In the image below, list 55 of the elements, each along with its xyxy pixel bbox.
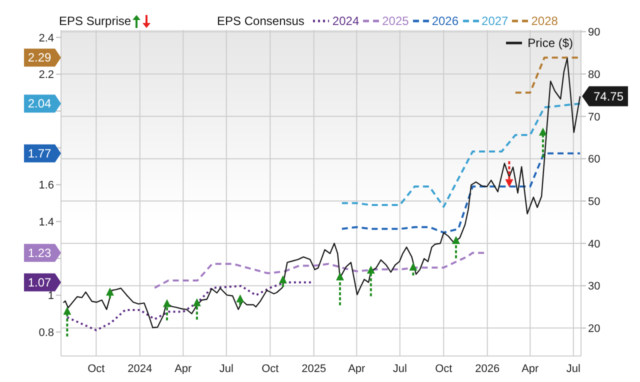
data-label: 74.75 [593, 89, 624, 104]
y-tick-label: 1 [48, 290, 54, 302]
y2-tick-label: 80 [588, 68, 600, 81]
point [452, 236, 460, 244]
point [236, 294, 244, 302]
y2-tick-label: 90 [588, 26, 600, 39]
point [336, 272, 344, 280]
x-tick-label: Jul [566, 362, 580, 375]
y-tick-label: 1.4 [38, 216, 54, 229]
y-tick-label: 1.6 [38, 180, 54, 192]
legend-label: 2024 [332, 14, 360, 28]
point [192, 298, 201, 306]
x-tick-label: Apr [522, 362, 540, 375]
y2-tick-label: 40 [588, 238, 600, 250]
y2-tick-label: 50 [588, 196, 600, 208]
y-tick-label: 1.07 [28, 275, 52, 290]
x-tick-label: Apr [174, 362, 192, 375]
y2-tick-label: 20 [588, 322, 600, 335]
line-series [340, 152, 581, 234]
y-tick-label: 2.29 [28, 50, 52, 65]
x-tick-label: Jul [219, 362, 234, 375]
x-tick-label: 2026 [475, 362, 500, 375]
x-tick-label: 2025 [302, 362, 326, 375]
text: EPS Surprise [59, 14, 132, 28]
legend-label: 2028 [531, 14, 558, 28]
x-tick-label: Oct [262, 362, 279, 375]
y-tick-label: 1.77 [28, 146, 52, 160]
point [162, 299, 171, 308]
legend-label: 2027 [482, 14, 508, 28]
x-tick-label: 2024 [128, 362, 152, 375]
point [409, 262, 418, 271]
legend-title: EPS Consensus [217, 14, 304, 28]
y-tick-label: 2.04 [28, 96, 52, 111]
x-tick-label: Jul [392, 362, 407, 375]
line-series [62, 58, 581, 328]
y2-tick-label: 70 [588, 111, 600, 124]
x-tick-label: Oct [435, 362, 452, 375]
x-tick-label: Oct [88, 362, 105, 375]
point [505, 179, 514, 188]
legend-label: 2025 [382, 14, 409, 28]
y-tick-label: 0.8 [38, 327, 54, 340]
legend-label: 2026 [432, 14, 459, 28]
y2-tick-label: 60 [588, 154, 600, 166]
legend-label: Price ($) [528, 36, 573, 50]
y2-tick-label: 30 [588, 280, 600, 293]
x-tick-label: Apr [348, 362, 366, 375]
y-tick-label: 2.2 [38, 69, 54, 82]
y-tick-label: 2.4 [38, 32, 54, 44]
point [538, 128, 547, 136]
point [106, 288, 114, 296]
line-series [340, 102, 581, 208]
point [278, 275, 287, 284]
point [366, 266, 375, 274]
y-tick-label: 1.23 [28, 246, 52, 260]
point [63, 306, 72, 315]
